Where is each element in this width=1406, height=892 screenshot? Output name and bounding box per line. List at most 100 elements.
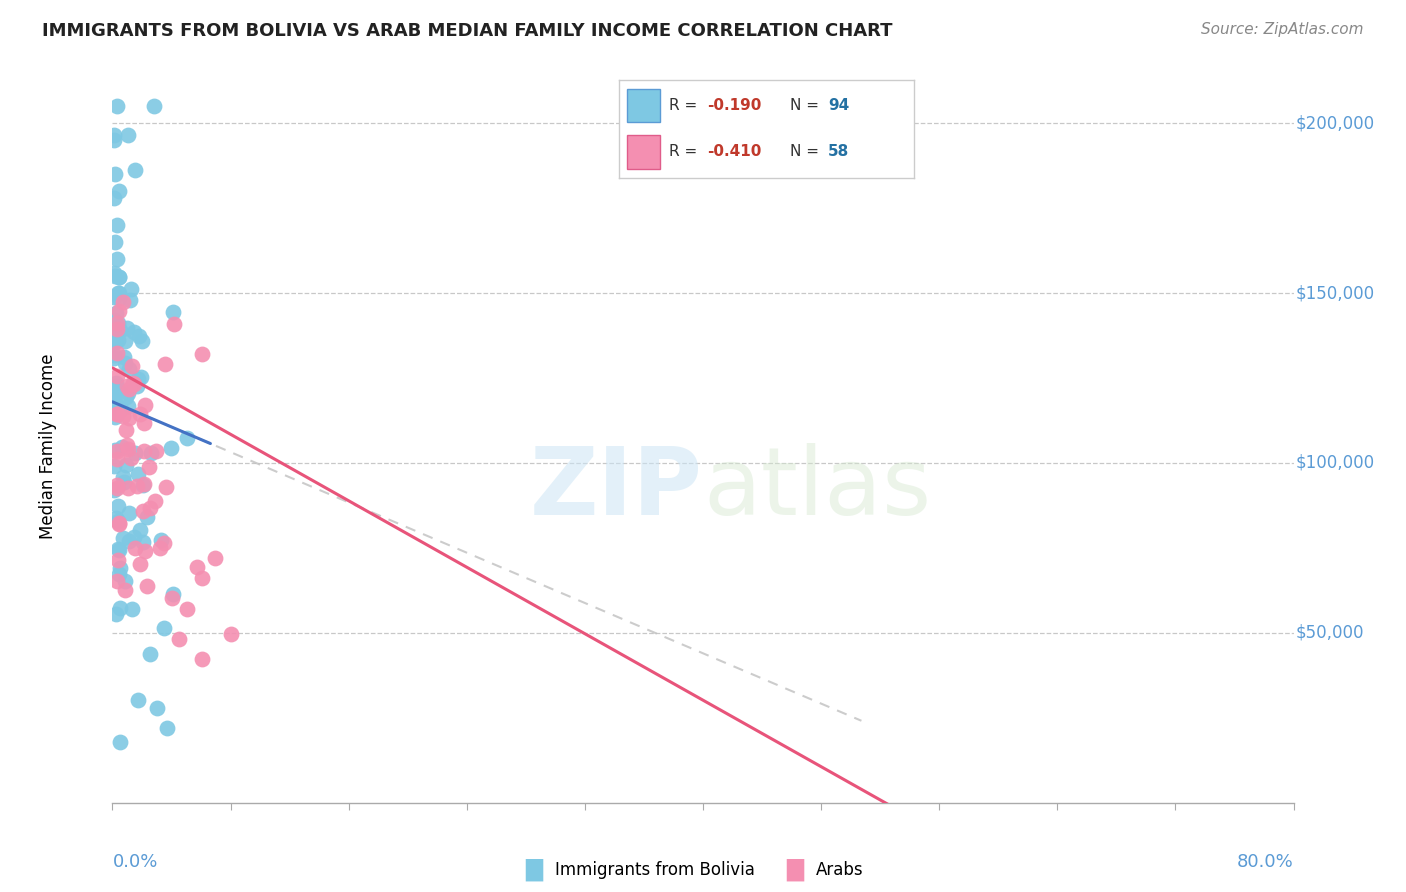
Text: Source: ZipAtlas.com: Source: ZipAtlas.com bbox=[1201, 22, 1364, 37]
Point bbox=[139, 648, 162, 662]
Point bbox=[190, 570, 212, 584]
Point bbox=[104, 235, 127, 249]
Text: $50,000: $50,000 bbox=[1296, 624, 1364, 642]
Point bbox=[132, 476, 155, 491]
Point bbox=[103, 334, 125, 348]
Point bbox=[114, 334, 136, 348]
Point bbox=[115, 379, 138, 393]
Point bbox=[117, 128, 139, 142]
Point bbox=[105, 252, 128, 266]
Point bbox=[108, 516, 131, 531]
Point bbox=[145, 444, 167, 458]
Point bbox=[104, 511, 127, 525]
Point bbox=[132, 416, 155, 430]
Point bbox=[153, 357, 176, 371]
Point bbox=[163, 317, 186, 331]
Point bbox=[117, 438, 139, 452]
Point bbox=[139, 501, 162, 516]
Point bbox=[118, 293, 141, 307]
Text: atlas: atlas bbox=[703, 442, 931, 535]
Text: IMMIGRANTS FROM BOLIVIA VS ARAB MEDIAN FAMILY INCOME CORRELATION CHART: IMMIGRANTS FROM BOLIVIA VS ARAB MEDIAN F… bbox=[42, 22, 893, 40]
Point bbox=[134, 398, 156, 412]
Point bbox=[104, 167, 127, 181]
Point bbox=[115, 391, 138, 405]
Point bbox=[127, 693, 149, 707]
Point bbox=[105, 368, 128, 383]
Point bbox=[104, 395, 127, 409]
Point bbox=[112, 475, 135, 490]
Text: -0.410: -0.410 bbox=[707, 145, 762, 160]
Point bbox=[105, 477, 128, 491]
Text: █: █ bbox=[526, 858, 543, 881]
Point bbox=[127, 467, 149, 481]
Point bbox=[108, 286, 131, 301]
Point bbox=[108, 323, 131, 337]
Point bbox=[117, 533, 139, 548]
Point bbox=[186, 560, 208, 574]
Point bbox=[107, 286, 129, 301]
Text: ZIP: ZIP bbox=[530, 442, 703, 535]
Point bbox=[105, 452, 128, 467]
Point bbox=[105, 322, 128, 336]
Point bbox=[107, 304, 129, 318]
Point bbox=[103, 191, 125, 205]
Point bbox=[108, 291, 131, 305]
Point bbox=[110, 601, 132, 615]
Text: $150,000: $150,000 bbox=[1296, 284, 1375, 302]
Point bbox=[105, 316, 128, 330]
Point bbox=[176, 601, 198, 615]
Point bbox=[105, 574, 128, 589]
Point bbox=[107, 542, 129, 557]
Point bbox=[115, 320, 138, 334]
Bar bbox=[627, 136, 659, 169]
Point bbox=[108, 184, 131, 198]
Text: █: █ bbox=[786, 858, 803, 881]
Point bbox=[121, 359, 143, 373]
Point bbox=[110, 402, 132, 417]
Text: Arabs: Arabs bbox=[815, 861, 863, 879]
Point bbox=[103, 266, 125, 280]
Point bbox=[107, 499, 129, 513]
Point bbox=[143, 99, 166, 113]
Text: -0.190: -0.190 bbox=[707, 98, 762, 113]
Point bbox=[176, 431, 198, 445]
Point bbox=[107, 514, 129, 528]
Point bbox=[129, 523, 152, 537]
Point bbox=[103, 290, 125, 304]
Text: $100,000: $100,000 bbox=[1296, 454, 1375, 472]
Point bbox=[155, 480, 177, 494]
Point bbox=[149, 541, 172, 555]
Point bbox=[104, 335, 127, 350]
Point bbox=[115, 458, 138, 472]
Point bbox=[105, 306, 128, 320]
Point bbox=[114, 583, 136, 598]
Point bbox=[108, 269, 131, 284]
Text: N =: N = bbox=[790, 145, 818, 160]
Point bbox=[153, 536, 176, 550]
Point bbox=[121, 376, 143, 391]
Point bbox=[103, 398, 125, 412]
Text: 94: 94 bbox=[828, 98, 849, 113]
Point bbox=[121, 602, 143, 616]
Point bbox=[129, 369, 152, 384]
Text: R =: R = bbox=[669, 98, 697, 113]
Point bbox=[160, 591, 183, 606]
Bar bbox=[627, 89, 659, 122]
Text: Median Family Income: Median Family Income bbox=[38, 353, 56, 539]
Point bbox=[135, 579, 157, 593]
Text: Immigrants from Bolivia: Immigrants from Bolivia bbox=[555, 861, 755, 879]
Point bbox=[114, 574, 136, 589]
Point bbox=[105, 443, 128, 458]
Point bbox=[124, 446, 146, 460]
Point bbox=[128, 557, 150, 571]
Point bbox=[114, 356, 136, 370]
Point bbox=[111, 470, 134, 484]
Point bbox=[118, 411, 141, 425]
Point bbox=[131, 334, 153, 348]
Point bbox=[127, 372, 149, 386]
Point bbox=[135, 510, 157, 524]
Point bbox=[104, 269, 127, 284]
Point bbox=[191, 652, 214, 666]
Point bbox=[118, 362, 141, 376]
Point bbox=[120, 451, 142, 466]
